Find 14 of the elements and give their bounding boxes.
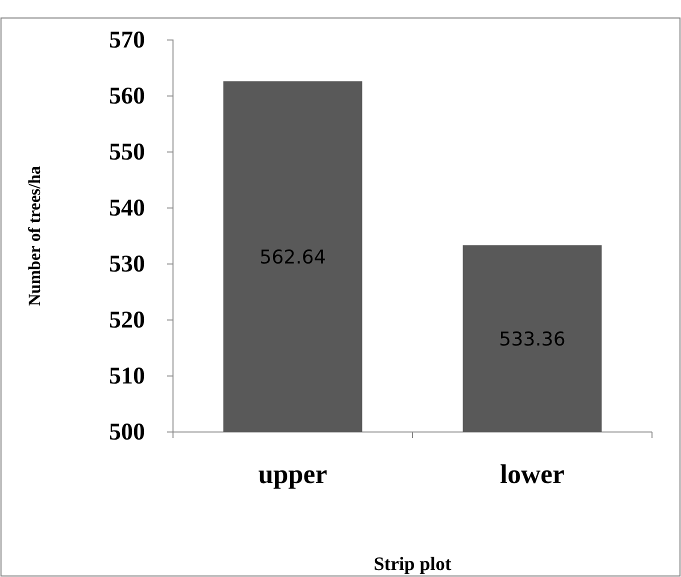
x-tick-label: upper <box>258 459 328 490</box>
y-tick-label: 550 <box>109 140 145 166</box>
y-tick-label: 540 <box>109 196 145 222</box>
data-label: 562.64 <box>260 246 326 269</box>
x-tick-label: lower <box>500 459 564 490</box>
y-tick-label: 560 <box>109 84 145 110</box>
y-tick-label: 500 <box>109 420 145 446</box>
y-axis-title: Number of trees/ha <box>25 165 44 306</box>
x-axis-title: Strip plot <box>374 554 452 575</box>
y-tick-label: 520 <box>109 308 145 334</box>
y-tick-label: 570 <box>109 28 145 54</box>
y-tick-label: 510 <box>109 364 145 390</box>
data-label: 533.36 <box>499 328 566 351</box>
y-tick-label: 530 <box>109 252 145 278</box>
